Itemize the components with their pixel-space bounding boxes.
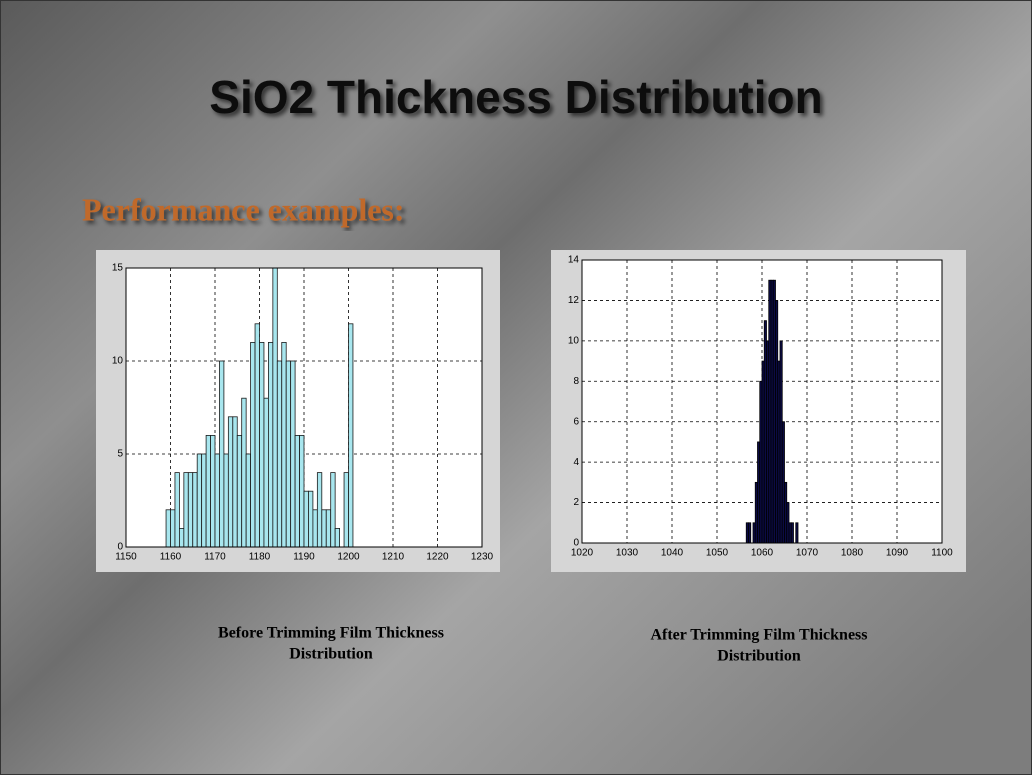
x-tick-label: 1090 <box>886 548 909 559</box>
histogram-bar <box>165 509 171 548</box>
y-tick-label: 10 <box>568 335 580 346</box>
chart-caption: Before Trimming Film Thickness <box>218 625 444 642</box>
histogram-bar <box>334 528 340 548</box>
histogram-bar <box>187 472 194 548</box>
histogram-bar <box>790 522 794 544</box>
x-tick-label: 1170 <box>204 552 226 563</box>
chart-caption: Distribution <box>717 648 801 665</box>
histogram-bar <box>232 416 238 548</box>
histogram-bar <box>170 509 176 548</box>
histogram-bar <box>254 323 260 548</box>
histogram-bar <box>178 528 185 548</box>
histogram-bar <box>281 341 287 548</box>
x-tick-label: 1060 <box>751 548 774 559</box>
histogram-bar <box>285 360 292 548</box>
histogram-bar <box>308 490 314 548</box>
x-tick-label: 1230 <box>471 552 494 563</box>
histogram-bar <box>259 341 265 548</box>
y-tick-label: 0 <box>573 538 579 549</box>
plot-frame <box>125 267 483 548</box>
histogram-bar <box>343 472 349 548</box>
y-tick-label: 8 <box>573 376 579 387</box>
histogram-bar <box>348 323 354 548</box>
histogram-bar <box>201 453 207 548</box>
histogram-bar <box>795 522 799 544</box>
histogram-bar <box>196 453 203 548</box>
histogram-bar <box>174 472 180 548</box>
histogram-bar <box>290 360 296 548</box>
histogram-bar <box>325 509 332 548</box>
x-tick-label: 1080 <box>841 548 864 559</box>
y-tick-label: 6 <box>573 416 579 427</box>
x-tick-label: 1180 <box>249 552 271 563</box>
x-tick-label: 1050 <box>706 548 729 559</box>
histogram-bar <box>223 453 229 548</box>
histogram-bar <box>210 434 216 548</box>
histogram-bar <box>214 453 220 548</box>
histogram-bar <box>227 416 234 548</box>
histogram-bar <box>192 472 198 548</box>
x-tick-label: 1030 <box>616 548 639 559</box>
x-tick-label: 1150 <box>115 552 137 563</box>
histogram-bar <box>276 360 283 548</box>
y-tick-label: 12 <box>568 295 580 306</box>
histogram-bar <box>241 397 247 548</box>
y-tick-label: 15 <box>112 263 124 274</box>
histogram-bar <box>272 267 278 548</box>
histogram-bar <box>299 434 305 548</box>
x-tick-label: 1040 <box>661 548 684 559</box>
x-tick-label: 1190 <box>293 552 315 563</box>
x-tick-label: 1160 <box>160 552 182 563</box>
histogram-bar <box>303 490 309 548</box>
y-tick-label: 5 <box>117 449 123 460</box>
histogram-bar <box>236 434 243 548</box>
histogram-bar <box>250 341 256 548</box>
histogram-bar <box>316 472 323 548</box>
x-tick-label: 1100 <box>931 548 953 559</box>
histogram-bar <box>219 360 225 548</box>
histogram-bar <box>245 453 251 548</box>
y-tick-label: 10 <box>112 356 124 367</box>
x-tick-label: 1210 <box>382 552 405 563</box>
histogram-bar <box>748 522 752 544</box>
x-tick-label: 1020 <box>571 548 594 559</box>
slide-title: SiO2 Thickness Distribution <box>209 71 822 123</box>
subtitle: Performance examples: <box>82 191 405 227</box>
y-tick-label: 4 <box>573 457 579 468</box>
histogram-bar <box>267 341 274 548</box>
x-tick-label: 1220 <box>426 552 449 563</box>
y-tick-label: 14 <box>568 255 580 266</box>
chart-caption: Distribution <box>289 646 373 663</box>
chart-caption: After Trimming Film Thickness <box>650 627 867 644</box>
histogram-bar <box>183 472 189 548</box>
x-tick-label: 1200 <box>337 552 360 563</box>
histogram-bar <box>294 434 300 548</box>
histogram-bar <box>205 434 211 548</box>
histogram-bar <box>330 472 336 548</box>
histogram-bar <box>321 509 327 548</box>
y-tick-label: 0 <box>117 542 123 553</box>
x-tick-label: 1070 <box>796 548 819 559</box>
y-tick-label: 2 <box>573 497 579 508</box>
histogram-bar <box>312 509 318 548</box>
histogram-bar <box>263 397 269 548</box>
plot-frame <box>581 259 943 544</box>
